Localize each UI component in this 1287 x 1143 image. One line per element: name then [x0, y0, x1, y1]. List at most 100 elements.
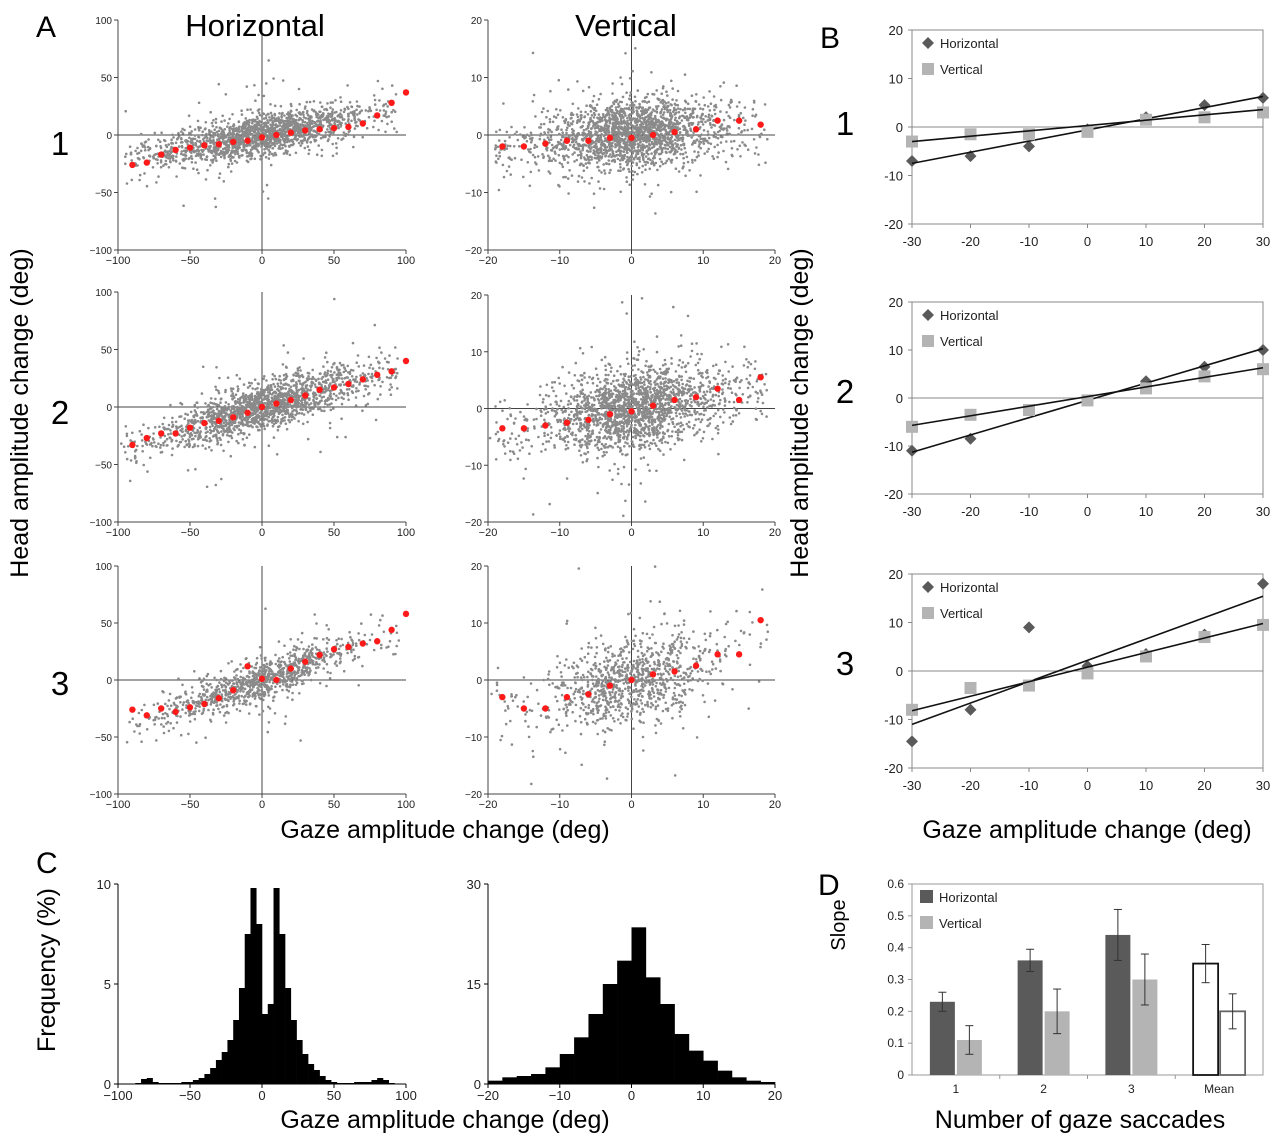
- scatter-point: [288, 122, 292, 125]
- scatter-point: [264, 155, 268, 159]
- scatter-point: [196, 139, 199, 143]
- scatter-point: [615, 131, 618, 135]
- scatter-point: [609, 168, 612, 172]
- scatter-point: [660, 92, 663, 95]
- scatter-point: [385, 115, 389, 119]
- scatter-point: [709, 102, 713, 105]
- bin-mean-point: [606, 134, 614, 142]
- scatter-point: [254, 141, 257, 144]
- scatter-point: [194, 161, 197, 164]
- scatter-point: [636, 157, 640, 160]
- scatter-point: [315, 134, 318, 138]
- scatter-point: [188, 125, 192, 128]
- scatter-point: [601, 152, 605, 156]
- scatter-point: [220, 151, 224, 155]
- scatter-point: [297, 87, 301, 91]
- scatter-point: [628, 94, 632, 97]
- scatter-point: [253, 84, 256, 87]
- scatter-point: [214, 117, 218, 121]
- scatter-point: [308, 148, 311, 152]
- scatter-point: [198, 140, 201, 144]
- scatter-point: [227, 122, 230, 125]
- scatter-point: [260, 140, 263, 144]
- scatter-point: [240, 154, 243, 157]
- scatter-point: [244, 148, 248, 152]
- scatter-point: [685, 118, 689, 122]
- scatter-point: [354, 404, 358, 407]
- scatter-point: [230, 389, 233, 393]
- scatter-point: [571, 113, 575, 116]
- scatter-point: [549, 159, 553, 162]
- scatter-point: [394, 346, 397, 349]
- scatter-point: [588, 144, 591, 148]
- scatter-point: [553, 150, 557, 153]
- scatter-point: [347, 133, 350, 136]
- scatter-point: [634, 47, 637, 50]
- scatter-point: [302, 413, 306, 416]
- scatter-point: [242, 405, 245, 409]
- scatter-point: [592, 116, 596, 119]
- scatter-point: [262, 117, 266, 120]
- scatter-point: [220, 426, 224, 430]
- scatter-point: [635, 162, 638, 165]
- scatter-point: [180, 435, 184, 438]
- scatter-point: [296, 372, 300, 375]
- scatter-point: [177, 145, 181, 148]
- scatter-point: [330, 110, 334, 114]
- scatter-point: [624, 114, 627, 117]
- scatter-point: [637, 166, 641, 170]
- scatter-point: [293, 128, 296, 132]
- scatter-point: [595, 148, 599, 151]
- bin-mean-point: [244, 137, 251, 144]
- scatter-point: [312, 100, 316, 103]
- scatter-point: [274, 377, 278, 381]
- scatter-point: [213, 131, 216, 135]
- scatter-point: [130, 178, 134, 182]
- scatter-point: [571, 120, 575, 123]
- bin-mean-point: [563, 137, 571, 144]
- scatter-point: [653, 156, 656, 160]
- scatter-point: [221, 433, 225, 437]
- scatter-point: [619, 139, 622, 143]
- scatter-point: [653, 142, 656, 145]
- scatter-point: [201, 444, 204, 447]
- scatter-point: [158, 140, 162, 143]
- y-tick-label: 50: [101, 74, 113, 85]
- scatter-point: [238, 125, 241, 129]
- scatter-point: [331, 101, 335, 104]
- scatter-point: [183, 167, 187, 170]
- scatter-point: [282, 152, 286, 155]
- scatter-point: [638, 102, 641, 106]
- scatter-point: [508, 156, 511, 159]
- scatter-point: [638, 105, 642, 108]
- scatter-point: [716, 143, 719, 147]
- scatter-point: [267, 143, 270, 147]
- scatter-point: [222, 131, 226, 134]
- scatter-point: [329, 408, 333, 412]
- scatter-point: [355, 100, 359, 103]
- scatter-point: [279, 135, 283, 138]
- scatter-point: [600, 171, 603, 174]
- scatter-point: [698, 135, 702, 138]
- scatter-point: [676, 126, 679, 129]
- scatter-point: [247, 125, 251, 128]
- scatter-point: [579, 153, 582, 157]
- scatter-point: [753, 152, 757, 155]
- scatter-point: [311, 368, 315, 372]
- scatter-point: [165, 156, 168, 159]
- scatter-point: [275, 453, 279, 456]
- scatter-point: [314, 130, 318, 133]
- scatter-point: [606, 112, 609, 115]
- scatter-point: [355, 108, 358, 112]
- scatter-point: [630, 104, 634, 108]
- scatter-point: [390, 84, 394, 87]
- scatter-point: [205, 132, 208, 136]
- scatter-point: [279, 143, 283, 146]
- scatter-point: [286, 116, 289, 120]
- scatter-point: [629, 116, 633, 120]
- scatter-point: [625, 91, 628, 94]
- scatter-point: [629, 123, 633, 126]
- scatter-point: [631, 151, 635, 154]
- scatter-point: [593, 156, 596, 160]
- scatter-point: [576, 115, 580, 119]
